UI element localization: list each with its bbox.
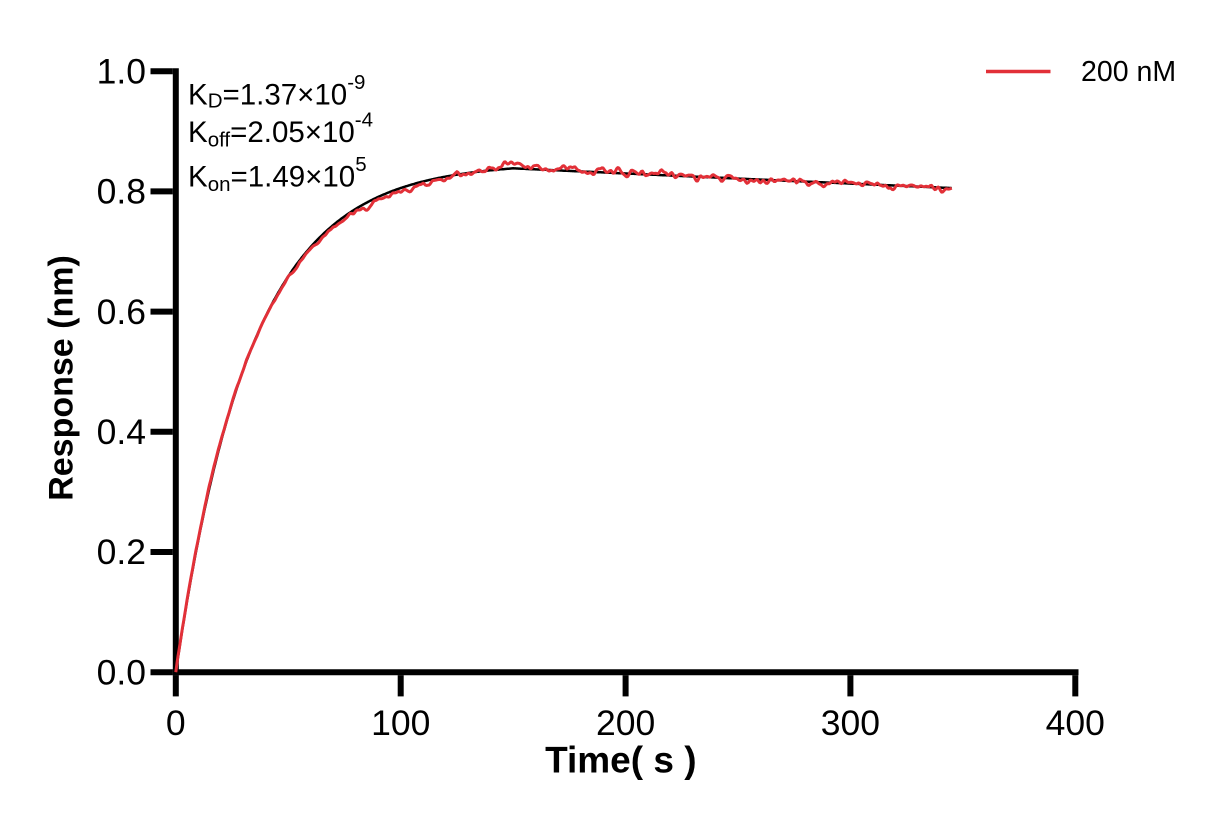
svg-text:400: 400 (1046, 703, 1105, 743)
svg-text:0: 0 (166, 703, 186, 743)
svg-text:100: 100 (371, 703, 430, 743)
svg-text:0.2: 0.2 (97, 532, 146, 572)
svg-text:Koff=2.05×10-4: Koff=2.05×10-4 (188, 109, 373, 152)
svg-text:0.4: 0.4 (97, 412, 146, 452)
svg-text:0.8: 0.8 (97, 172, 146, 212)
svg-text:Kon=1.49×105: Kon=1.49×105 (188, 153, 367, 196)
svg-text:Time( s ): Time( s ) (545, 740, 696, 781)
svg-text:Response (nm): Response (nm) (43, 255, 81, 501)
svg-text:200 nM: 200 nM (1081, 56, 1176, 88)
svg-text:300: 300 (821, 703, 880, 743)
svg-text:0.0: 0.0 (97, 652, 146, 692)
svg-text:0.6: 0.6 (97, 292, 146, 332)
svg-text:200: 200 (596, 703, 655, 743)
svg-text:1.0: 1.0 (97, 51, 146, 91)
svg-text:KD=1.37×10-9: KD=1.37×10-9 (188, 71, 365, 113)
